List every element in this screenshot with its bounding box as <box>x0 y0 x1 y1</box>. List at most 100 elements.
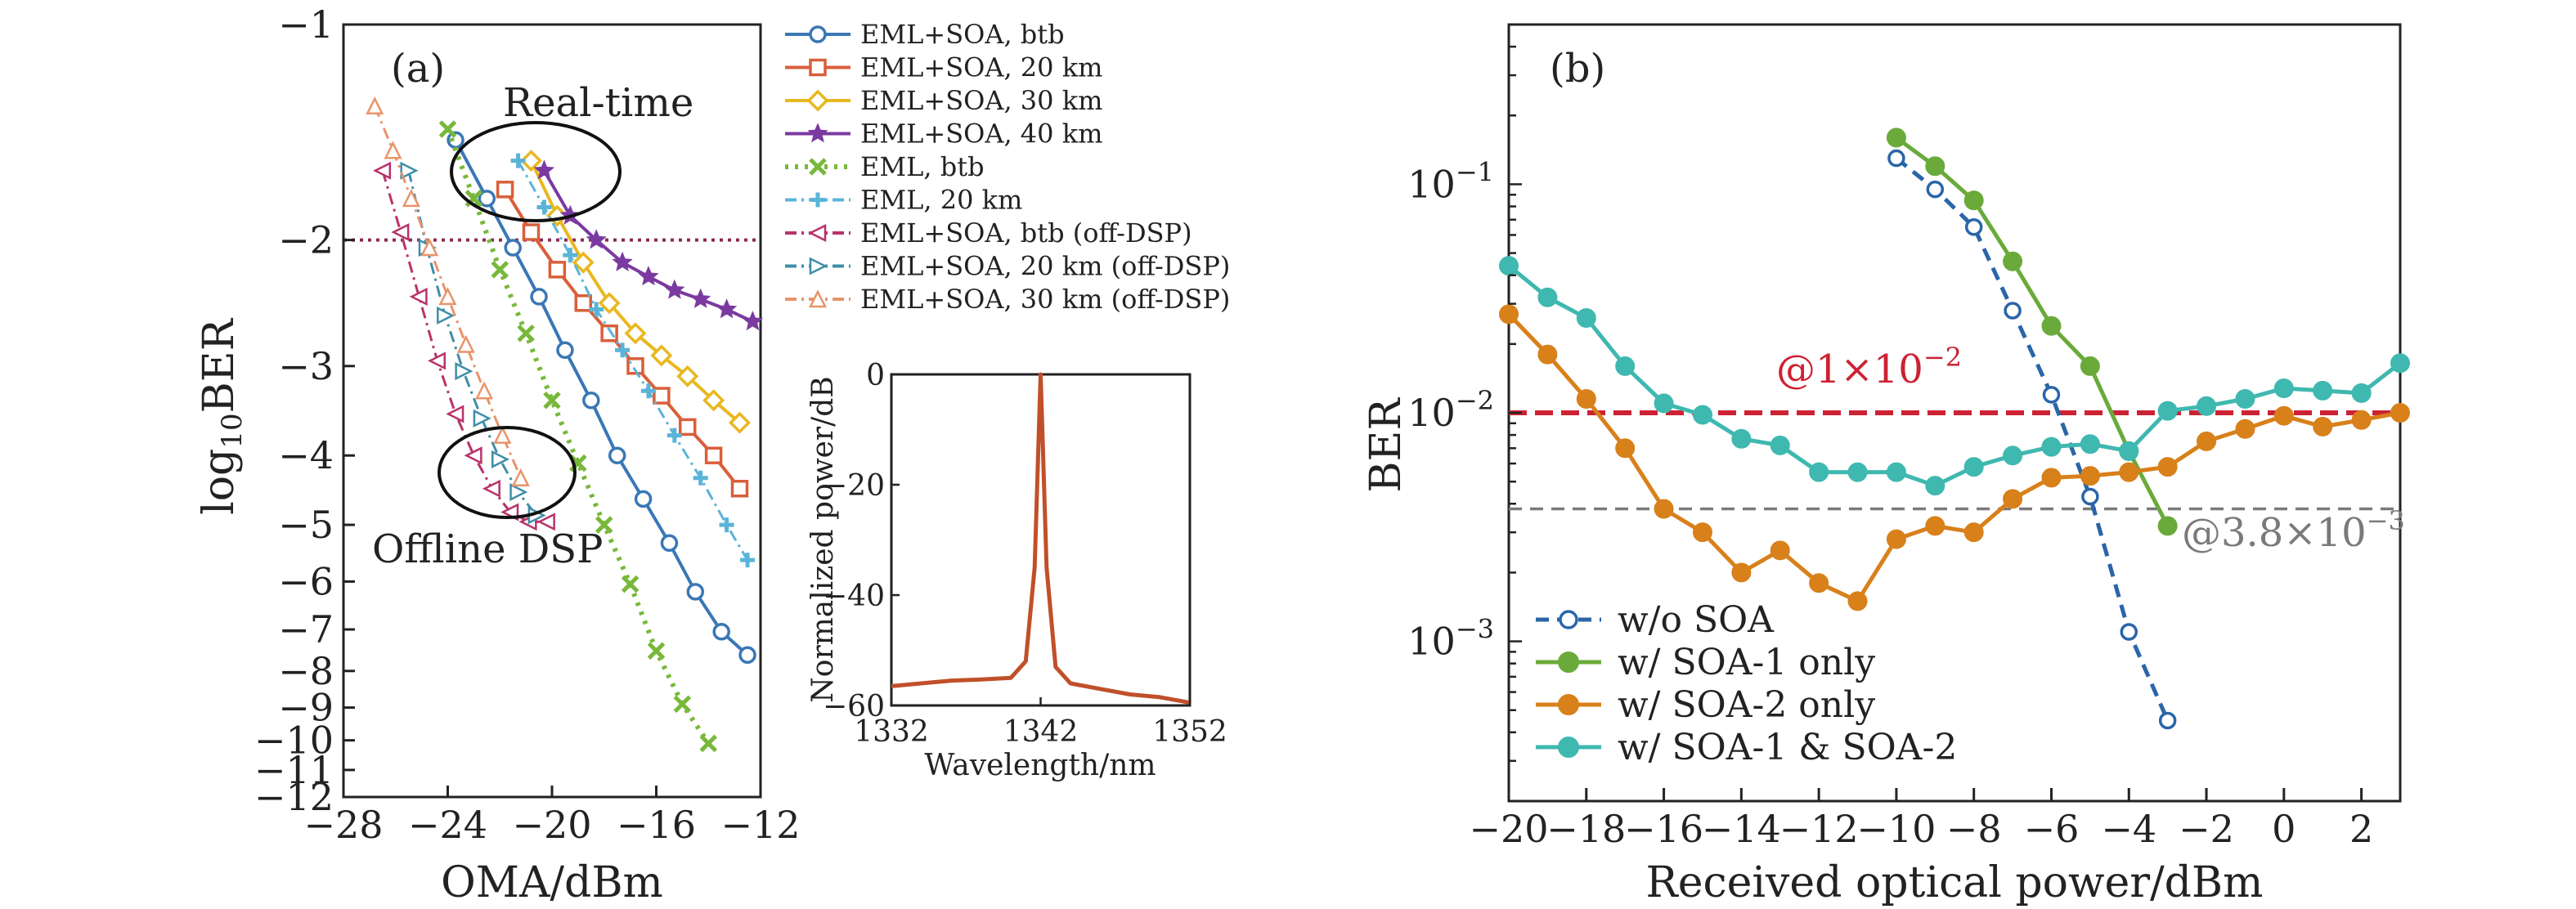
inset-y-tick-label: −40 <box>823 580 885 613</box>
data-point <box>1537 287 1558 307</box>
data-point <box>2313 416 2333 437</box>
legend-marker <box>808 223 827 243</box>
panel-a-y-tick-label: −1 <box>278 2 334 47</box>
y-title-main: log <box>195 449 244 515</box>
data-point <box>2042 386 2061 404</box>
data-point <box>510 153 526 168</box>
panel-a-y-tick-label: −2 <box>278 218 334 262</box>
panel-b-x-tick-label: −18 <box>1546 807 1626 851</box>
data-point <box>676 365 699 387</box>
data-point <box>664 279 685 299</box>
panel-b-x-tick-label: −6 <box>2024 807 2080 851</box>
data-point <box>2119 462 2139 482</box>
panel-a-legend-item: EML+SOA, btb <box>785 19 1065 50</box>
data-point <box>740 553 756 568</box>
data-point <box>543 391 561 410</box>
data-point <box>2313 380 2333 401</box>
data-point <box>1925 156 1945 177</box>
inset-x-tick-label: 1342 <box>1003 715 1079 749</box>
inset-y-tick-label: −60 <box>823 690 885 723</box>
data-point <box>475 381 494 400</box>
data-point <box>653 387 671 405</box>
legend-label: EML+SOA, 40 km <box>860 119 1102 150</box>
series-line <box>407 170 538 517</box>
data-point <box>2119 441 2139 461</box>
panel-a-legend-item: EML+SOA, btb (off-DSP) <box>785 217 1192 249</box>
data-point <box>391 222 410 241</box>
data-point <box>1886 529 1906 549</box>
data-point <box>2390 353 2410 374</box>
data-point <box>2235 419 2255 439</box>
panel-a-legend-item: EML+SOA, 20 km (off-DSP) <box>785 251 1230 282</box>
data-point <box>438 120 457 138</box>
data-point <box>2351 410 2372 430</box>
data-point <box>1615 356 1636 376</box>
panel-a-series-3 <box>533 159 764 331</box>
data-point <box>1809 573 1829 593</box>
panel-a-legend-item: EML+SOA, 20 km <box>785 52 1102 83</box>
data-point <box>638 266 659 286</box>
data-point <box>530 288 548 306</box>
legend-label: EML+SOA, btb (off-DSP) <box>860 217 1192 249</box>
panel-b-x-tick-label: −8 <box>1946 807 2002 851</box>
panel-b-y-tick-label: 10−1 <box>1407 156 1494 206</box>
data-point <box>493 425 512 444</box>
data-point <box>2081 487 2099 506</box>
data-point <box>1925 516 1945 536</box>
panel-a-x-axis-title: OMA/dBm <box>441 858 663 907</box>
data-point <box>2080 466 2100 486</box>
panel-a-x-tick-label: −12 <box>720 803 800 847</box>
panel-b-x-tick-label: −4 <box>2101 807 2156 851</box>
data-point <box>438 287 457 306</box>
y-title-sub: 10 <box>216 413 249 448</box>
inset-spectrum-line <box>891 372 1191 705</box>
legend-label: EML+SOA, 30 km (off-DSP) <box>860 284 1230 315</box>
legend-marker <box>809 257 828 275</box>
data-point <box>612 251 633 271</box>
threshold-1e-2-label: @1×10−2 <box>1776 342 1962 392</box>
data-point <box>2003 251 2023 271</box>
panel-a-legend-item: EML+SOA, 40 km <box>785 119 1102 150</box>
data-point <box>1576 389 1596 410</box>
series-line <box>445 128 711 746</box>
data-point <box>509 482 528 502</box>
panel-a-x-tick-label: −16 <box>617 803 696 847</box>
data-point <box>1886 128 1906 148</box>
panel-b-label: (b) <box>1550 46 1605 92</box>
panel-a-series-2 <box>520 150 751 434</box>
data-point <box>2157 516 2178 536</box>
data-point <box>666 428 682 443</box>
data-point <box>1964 217 1983 236</box>
data-point <box>402 189 420 208</box>
inset-spectrum: 1332 1342 1352 0 −20 −40 −60 Wavelength/nm Nor… <box>806 359 1227 782</box>
data-point <box>2157 457 2178 477</box>
panel-a-y-tick-label: −8 <box>278 649 334 693</box>
inset-y-tick-label: −20 <box>823 469 885 503</box>
annotation-real-time: Real-time <box>503 80 693 126</box>
legend-label: w/ SOA-1 & SOA-2 <box>1618 727 1957 768</box>
panel-a-y-tick-label: −9 <box>278 686 334 730</box>
panel-b-series-2 <box>1499 304 2410 611</box>
panel-b-y-axis-title: BER <box>1362 396 1411 492</box>
data-point <box>1963 190 1984 211</box>
data-point <box>572 251 595 274</box>
legend-marker <box>806 89 829 112</box>
data-point <box>1887 149 1905 168</box>
data-point <box>409 287 428 306</box>
panel-b-x-tick-label: −2 <box>2179 807 2234 851</box>
data-point <box>1615 438 1636 459</box>
panel-a-series-5 <box>510 153 756 568</box>
data-point <box>536 513 555 531</box>
legend-marker <box>1558 652 1579 673</box>
panel-b-x-tick-label: −16 <box>1624 807 1703 851</box>
panel-a-plot-frame <box>342 23 762 799</box>
data-point <box>2273 378 2294 399</box>
legend-label: EML, 20 km <box>860 185 1022 216</box>
data-point <box>716 298 738 319</box>
panel-a-series-4 <box>438 120 718 753</box>
legend-label: w/ SOA-1 only <box>1618 642 1875 683</box>
inset-x-axis-title: Wavelength/nm <box>924 749 1156 782</box>
panel-b-x-tick-label: −12 <box>1779 807 1859 851</box>
data-point <box>473 409 491 428</box>
